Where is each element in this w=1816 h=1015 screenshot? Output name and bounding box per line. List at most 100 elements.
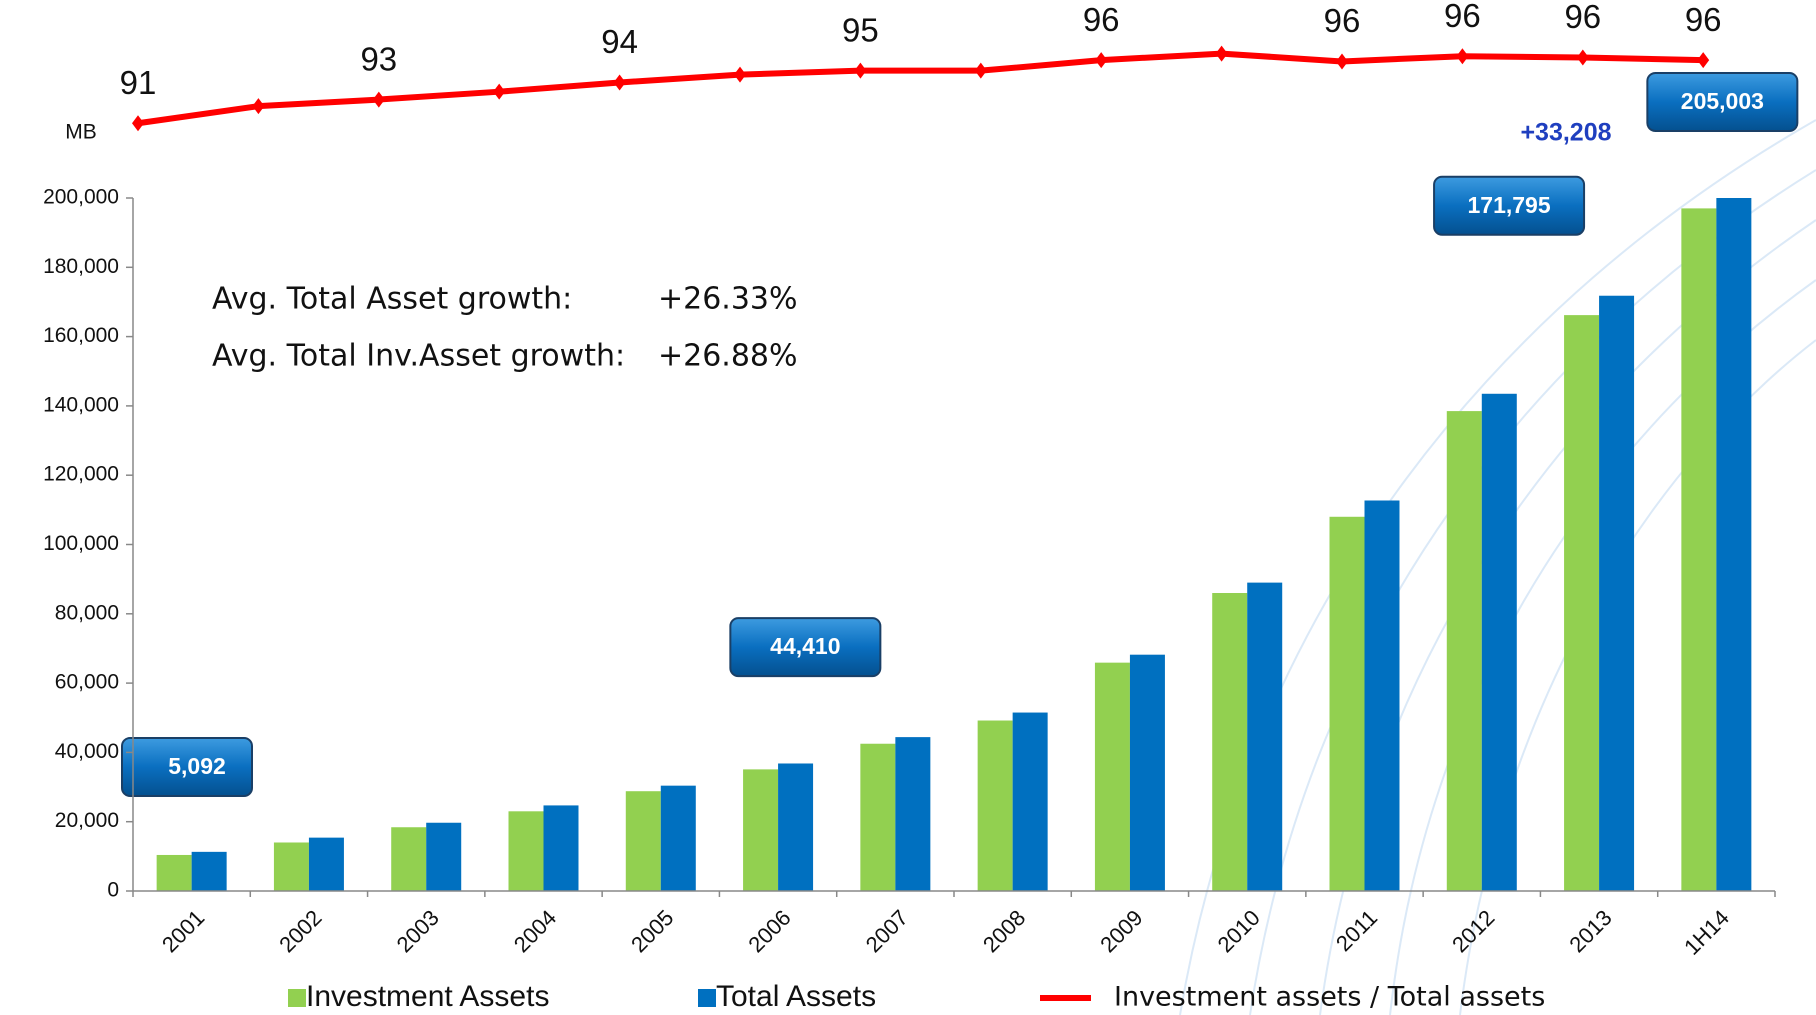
y-tick-label: 100,000 bbox=[43, 532, 119, 555]
bar bbox=[1599, 295, 1635, 891]
line-marker bbox=[1697, 52, 1710, 69]
bar bbox=[543, 805, 579, 891]
legend-label: Investment Assets bbox=[306, 980, 549, 1013]
legend: Investment Assets Total Assets Investment … bbox=[288, 980, 1545, 1013]
y-tick-label: 0 bbox=[107, 879, 119, 902]
line-marker bbox=[493, 83, 506, 100]
bar bbox=[1012, 712, 1048, 891]
ratio-line bbox=[137, 50, 1704, 127]
line-marker bbox=[613, 74, 626, 91]
data-label: 205,003 bbox=[1681, 88, 1764, 114]
legend-label: Investment assets / Total assets bbox=[1114, 982, 1545, 1013]
bar bbox=[191, 851, 227, 891]
callout: 171,795 bbox=[1433, 175, 1586, 236]
callout: 44,410 bbox=[729, 617, 882, 678]
callout-box bbox=[121, 737, 253, 797]
bar bbox=[778, 763, 814, 891]
line-marker bbox=[1456, 48, 1469, 65]
bar bbox=[508, 811, 544, 891]
bar bbox=[1446, 411, 1482, 891]
y-tick-label: 80,000 bbox=[55, 601, 119, 624]
bar bbox=[308, 837, 344, 891]
line-marker bbox=[734, 66, 746, 83]
y-tick-label: 160,000 bbox=[43, 324, 119, 347]
growth-value: +26.33% bbox=[658, 282, 798, 317]
x-tick-label: 2004 bbox=[509, 905, 561, 957]
line-label: 96 bbox=[1564, 0, 1601, 35]
line-marker bbox=[1576, 49, 1589, 66]
bar bbox=[660, 785, 696, 891]
x-tick-label: 2001 bbox=[157, 905, 209, 957]
bar bbox=[1129, 654, 1165, 891]
line-label: 95 bbox=[842, 11, 879, 48]
data-label: 171,795 bbox=[1468, 192, 1551, 218]
bar bbox=[743, 769, 779, 891]
bar bbox=[1094, 662, 1130, 891]
x-tick-label: 2009 bbox=[1095, 905, 1147, 957]
y-tick-label: 20,000 bbox=[55, 809, 119, 832]
bar bbox=[625, 791, 661, 891]
plot: 44,410 171,795 205,003 5,092 bbox=[121, 72, 1799, 891]
x-tick-label: 2007 bbox=[861, 905, 913, 957]
line-marker bbox=[252, 98, 265, 115]
line-label: 96 bbox=[1444, 0, 1481, 34]
line-marker bbox=[854, 62, 867, 79]
bar bbox=[895, 737, 931, 891]
x-tick-label: 2003 bbox=[392, 905, 444, 957]
line-label: 91 bbox=[120, 64, 157, 101]
legend-swatch bbox=[698, 989, 716, 1007]
callout-box bbox=[729, 617, 882, 678]
legend-swatch bbox=[288, 989, 306, 1007]
x-tick-label: 2005 bbox=[626, 905, 678, 957]
bar bbox=[860, 743, 896, 891]
bar bbox=[1247, 582, 1283, 891]
x-tick-label: 2010 bbox=[1213, 905, 1265, 957]
bar bbox=[1329, 516, 1365, 891]
bar bbox=[1212, 593, 1248, 891]
bar bbox=[156, 854, 192, 891]
callout: 5,092 bbox=[121, 737, 253, 797]
line-label: 94 bbox=[601, 23, 638, 60]
callout-box bbox=[1433, 175, 1586, 236]
bar bbox=[1681, 208, 1717, 891]
y-tick-label: 180,000 bbox=[43, 255, 119, 278]
line-marker bbox=[372, 91, 385, 108]
y-tick-label: 60,000 bbox=[55, 671, 119, 694]
x-tick-label: 1H14 bbox=[1679, 905, 1734, 960]
y-tick-label: 40,000 bbox=[55, 740, 119, 763]
line-label: 96 bbox=[1324, 2, 1361, 39]
annotation: +33,208 bbox=[1520, 119, 1611, 147]
line-marker bbox=[1095, 52, 1108, 69]
x-tick-label: 2008 bbox=[978, 905, 1030, 957]
bar bbox=[1364, 500, 1400, 891]
callout-box bbox=[1646, 72, 1799, 132]
annotation: 5,092 bbox=[168, 753, 226, 779]
y-tick-label: 200,000 bbox=[43, 186, 119, 209]
line-marker bbox=[132, 115, 144, 132]
growth-value: +26.88% bbox=[658, 339, 798, 374]
bar bbox=[391, 827, 427, 891]
line-marker bbox=[1336, 53, 1348, 70]
line-marker bbox=[1215, 45, 1228, 62]
x-tick-label: 2012 bbox=[1447, 905, 1499, 957]
growth-label: Avg. Total Asset growth: bbox=[212, 282, 572, 317]
bar bbox=[273, 842, 309, 891]
line-label: 96 bbox=[1685, 1, 1722, 38]
x-tick-label: 2002 bbox=[274, 905, 326, 957]
legend-label: Total Assets bbox=[716, 980, 876, 1013]
x-tick-label: 2013 bbox=[1564, 905, 1616, 957]
line-marker bbox=[974, 62, 987, 79]
x-tick-label: 2006 bbox=[743, 905, 795, 957]
bar bbox=[1564, 315, 1600, 891]
y-tick-label: 140,000 bbox=[43, 393, 119, 416]
y-tick-label: 120,000 bbox=[43, 463, 119, 486]
data-label: 44,410 bbox=[770, 633, 840, 659]
line-label: 96 bbox=[1083, 1, 1120, 38]
line-label: 93 bbox=[360, 40, 397, 77]
y-axis-label: MB bbox=[65, 121, 97, 144]
callout: 205,003 bbox=[1646, 72, 1799, 132]
bar bbox=[1481, 393, 1517, 891]
bar bbox=[426, 822, 462, 891]
bar bbox=[1716, 198, 1752, 891]
